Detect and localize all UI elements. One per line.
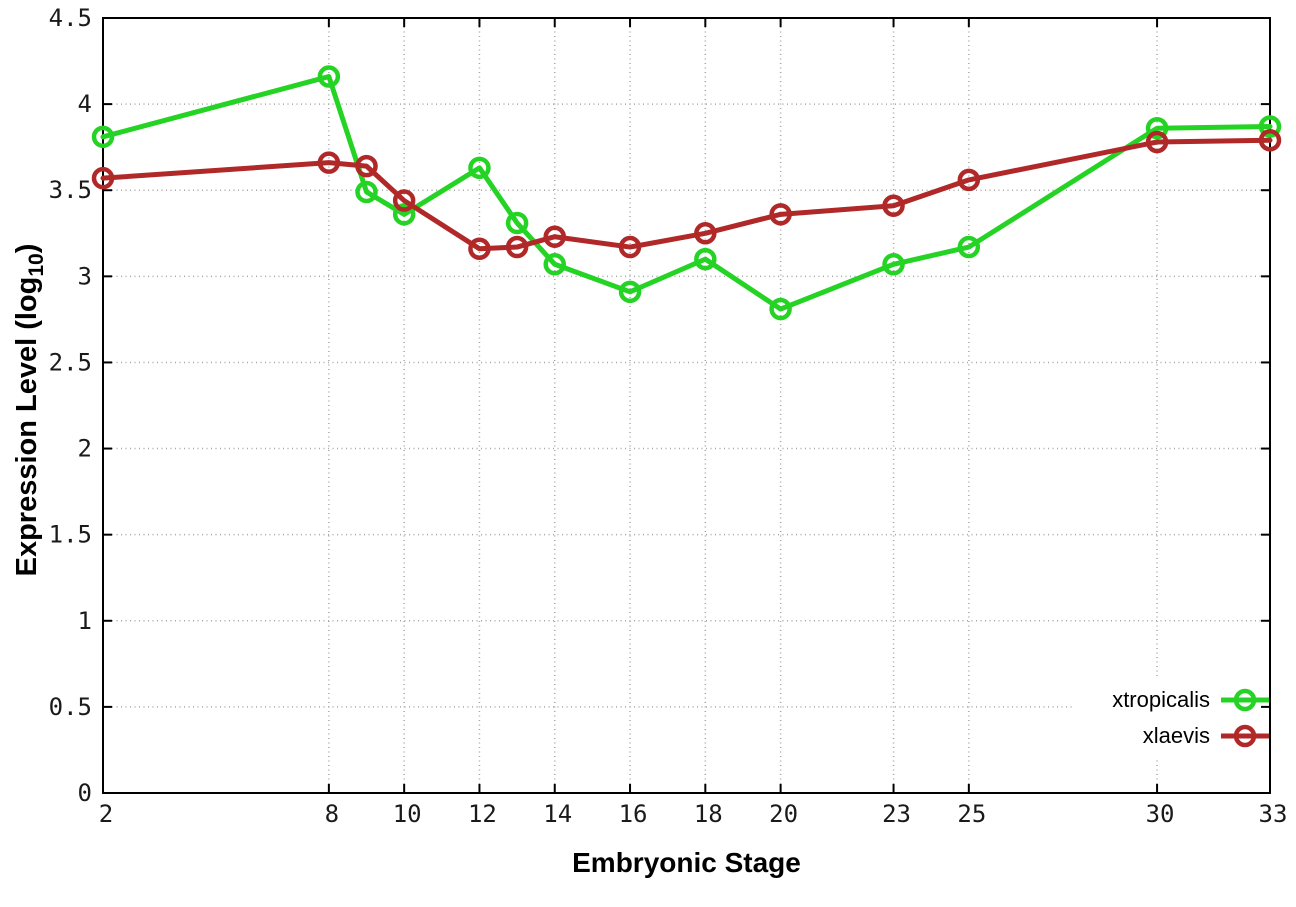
legend-marker-icon-xlaevis (1221, 724, 1269, 748)
data-point-xlaevis-stage-13 (505, 235, 529, 259)
data-point-xtropicalis-stage-9 (355, 180, 378, 204)
data-point-xlaevis-stage-9 (355, 154, 378, 178)
data-point-xtropicalis-stage-2 (91, 125, 115, 149)
data-point-xlaevis-stage-10 (392, 189, 416, 212)
y-tick-label: 3.5 (49, 176, 92, 204)
legend-background (1072, 676, 1268, 760)
data-point-xtropicalis-stage-33 (1258, 115, 1282, 138)
legend-marker-icon-xtropicalis (1221, 688, 1269, 712)
x-tick-label: 12 (468, 800, 497, 828)
data-point-xtropicalis-stage-16 (618, 280, 642, 304)
x-tick-label: 30 (1146, 800, 1175, 828)
x-tick-label: 25 (957, 800, 986, 828)
y-axis-title-text: Expression Level (log (11, 276, 43, 577)
x-tick-label: 16 (619, 800, 648, 828)
data-point-xtropicalis-stage-25 (957, 235, 981, 259)
x-tick-label: 23 (882, 800, 911, 828)
data-point-xlaevis-stage-30 (1145, 130, 1169, 154)
y-tick-label: 4.5 (49, 4, 92, 32)
y-axis-title-close: ) (11, 243, 43, 254)
data-point-xlaevis-stage-12 (468, 237, 491, 261)
data-point-xlaevis-stage-20 (769, 203, 792, 226)
y-tick-label: 2 (78, 435, 92, 463)
x-tick-label: 18 (694, 800, 723, 828)
data-point-xtropicalis-stage-20 (769, 297, 792, 321)
legend-label-xtropicalis: xtropicalis (1112, 687, 1210, 712)
x-axis-title: Embryonic Stage (572, 847, 801, 878)
y-tick-label: 0.5 (49, 693, 92, 721)
legend-item-xlaevis: xlaevis (1112, 718, 1270, 754)
y-tick-label: 0 (78, 779, 92, 807)
x-tick-label: 20 (769, 800, 798, 828)
data-point-xtropicalis-stage-14 (543, 253, 566, 276)
data-point-xlaevis-stage-8 (317, 151, 341, 174)
data-point-xlaevis-stage-18 (694, 222, 717, 245)
data-point-xlaevis-stage-23 (882, 194, 905, 217)
y-axis-title-subscript: 10 (25, 253, 48, 277)
x-tick-label: 8 (325, 800, 339, 828)
data-point-xtropicalis-stage-30 (1145, 116, 1169, 140)
data-point-xlaevis-stage-14 (543, 225, 566, 248)
data-point-xlaevis-stage-2 (91, 166, 115, 190)
data-point-xtropicalis-stage-23 (882, 253, 905, 276)
data-point-xlaevis-stage-25 (957, 168, 981, 192)
y-tick-label: 1 (78, 607, 92, 635)
series-line-xtropicalis (100, 74, 1273, 312)
y-tick-label: 1.5 (49, 521, 92, 549)
data-point-xtropicalis-stage-18 (694, 247, 717, 271)
legend-item-xtropicalis: xtropicalis (1112, 682, 1270, 718)
x-tick-label: 14 (543, 800, 572, 828)
data-point-xlaevis-stage-33 (1258, 129, 1282, 152)
data-point-xtropicalis-stage-10 (392, 203, 416, 226)
data-point-xlaevis-stage-16 (618, 235, 642, 259)
legend-label-xlaevis: xlaevis (1142, 723, 1210, 748)
x-tick-label: 33 (1259, 800, 1288, 828)
data-point-xtropicalis-stage-12 (468, 156, 491, 180)
plot-border (102, 17, 1271, 794)
legend: xtropicalis xlaevis (1112, 682, 1270, 754)
x-tick-label: 2 (99, 800, 113, 828)
series-line-xlaevis (100, 137, 1273, 252)
x-tick-label: 10 (393, 800, 422, 828)
data-point-xtropicalis-stage-13 (505, 211, 529, 235)
data-point-xtropicalis-stage-8 (317, 65, 341, 88)
y-tick-label: 3 (78, 262, 92, 290)
y-tick-label: 2.5 (49, 348, 92, 376)
y-tick-label: 4 (78, 90, 92, 118)
y-axis-title: Expression Level (log10) (11, 244, 49, 577)
